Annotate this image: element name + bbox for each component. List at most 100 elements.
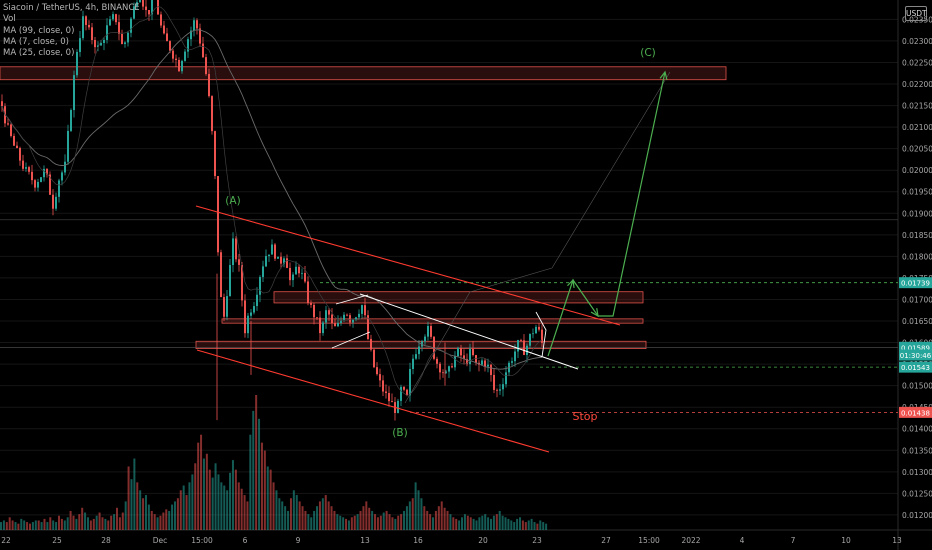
candle-body — [175, 58, 177, 60]
candle-body — [514, 351, 516, 362]
ma-25-label[interactable]: MA (25, close, 0) — [3, 48, 75, 59]
volume-bar — [81, 507, 84, 530]
volume-bar — [179, 490, 182, 530]
volume-bar — [182, 485, 185, 530]
volume-bar — [437, 506, 440, 530]
price-tag-label: 0.01589 — [901, 344, 930, 352]
volume-bar — [397, 515, 400, 530]
volume-bar — [284, 506, 287, 530]
volume-bar — [275, 490, 278, 530]
candle-body — [277, 256, 279, 259]
ma-25-line — [1, 6, 543, 396]
volume-bar — [255, 395, 258, 530]
candle-body — [292, 274, 294, 281]
volume-bar — [423, 506, 426, 530]
candle-body — [22, 160, 24, 169]
volume-bar — [533, 522, 536, 530]
candle-body — [268, 254, 270, 257]
volume-bar — [353, 515, 356, 530]
volume-bar — [63, 520, 66, 530]
candle-body — [190, 30, 192, 40]
volume-bar — [405, 506, 408, 530]
candle-body — [34, 180, 36, 188]
volume-bar — [504, 517, 507, 530]
volume-bar — [472, 518, 475, 530]
volume-bar — [159, 515, 162, 530]
candle-body — [46, 168, 48, 175]
symbol-title[interactable]: Siacoin / TetherUS, 4h, BINANCE — [3, 3, 140, 13]
candle-body — [70, 110, 72, 131]
volume-bar — [107, 520, 110, 530]
candle-body — [502, 384, 504, 390]
wave-c-label: (C) — [640, 47, 656, 59]
volume-bar — [31, 522, 34, 530]
volume-bar — [127, 466, 130, 530]
candle-body — [322, 322, 324, 334]
volume-bar — [139, 490, 142, 530]
candle-body — [220, 252, 222, 298]
volume-bar — [339, 515, 342, 530]
candle-body — [7, 123, 9, 125]
stop-label: Stop — [572, 410, 597, 423]
candle-body — [40, 177, 42, 182]
candle-body — [118, 22, 120, 34]
candle-body — [202, 43, 204, 58]
volume-bars — [0, 395, 548, 530]
volume-bar — [98, 512, 101, 530]
time-tick-label: 9 — [296, 536, 301, 545]
time-tick-label: 27 — [601, 536, 611, 545]
wave-a-label: (A) — [225, 195, 240, 207]
resistance-zone — [273, 291, 644, 304]
volume-bar — [521, 520, 524, 530]
price-tag-box — [899, 361, 932, 373]
currency-button[interactable]: USDT — [905, 6, 927, 21]
volume-bar — [92, 518, 95, 530]
price-tick-label: 0.01650 — [902, 317, 932, 326]
volume-bar — [368, 507, 371, 530]
volume-bar — [487, 517, 490, 530]
candle-body — [100, 42, 102, 46]
volume-bar — [86, 517, 89, 530]
projection-path — [547, 71, 666, 357]
ma-99-label[interactable]: MA (99, close, 0) — [3, 25, 75, 36]
candle-body — [274, 244, 276, 259]
candle-body — [28, 167, 30, 172]
volume-bar — [191, 474, 194, 530]
price-tag-box — [899, 277, 932, 289]
candle-body — [442, 372, 444, 374]
volume-bar — [426, 510, 429, 530]
candle-body — [205, 57, 207, 75]
volume-bar — [539, 520, 542, 530]
volume-label[interactable]: Vol — [3, 14, 16, 25]
volume-bar — [185, 495, 188, 530]
candle-body — [85, 16, 87, 25]
candle-body — [265, 256, 267, 267]
candle-body — [169, 41, 171, 51]
volume-bar — [342, 517, 345, 530]
volume-bar — [78, 514, 81, 530]
candle-body — [52, 194, 54, 209]
candle-body — [475, 355, 477, 363]
candle-body — [91, 27, 93, 41]
volume-bar — [345, 518, 348, 530]
candle-body — [457, 348, 459, 357]
volume-bar — [495, 514, 498, 530]
volume-bar — [211, 477, 214, 530]
candle-body — [82, 16, 84, 39]
volume-bar — [55, 522, 58, 530]
volume-bar — [17, 523, 20, 530]
volume-bar — [463, 514, 466, 530]
volume-bar — [324, 495, 327, 530]
resistance-zone — [221, 318, 644, 324]
volume-bar — [69, 510, 72, 530]
volume-bar — [481, 515, 484, 530]
candle-body — [403, 386, 405, 390]
candle-body — [112, 14, 114, 20]
ma-7-label[interactable]: MA (7, close, 0) — [3, 36, 69, 47]
volume-bar — [484, 514, 487, 530]
volume-bar — [101, 517, 104, 530]
candle-body — [19, 148, 21, 161]
flag-top-line — [335, 294, 369, 305]
volume-bar — [307, 514, 310, 530]
